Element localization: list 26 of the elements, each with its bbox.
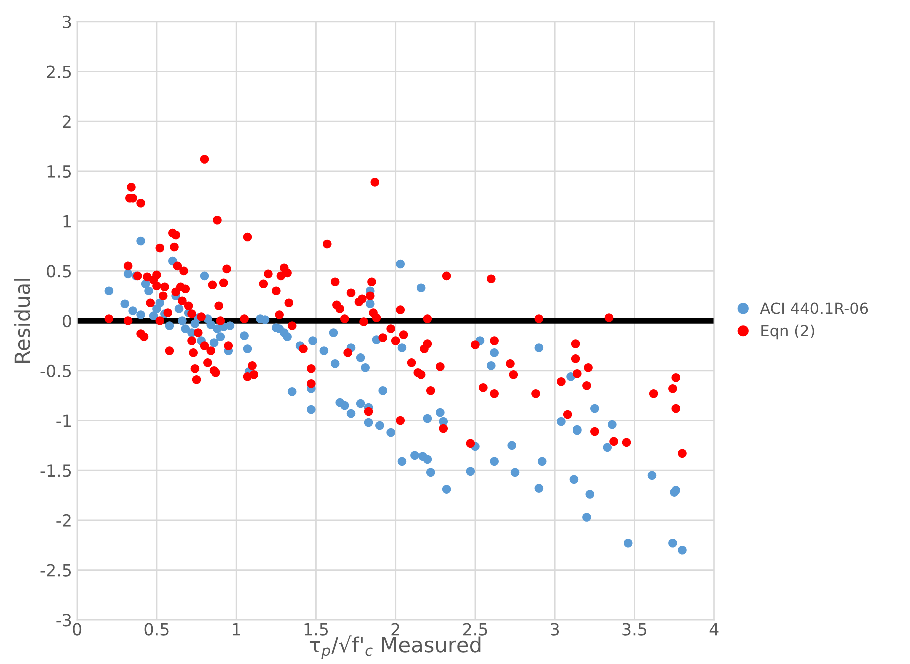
y-tick-label: 2.5 [47,66,72,78]
x-axis-title: τ$_{p}$/√f'$_{c}$ Measured [310,636,481,659]
x-tick-label: 4 [710,623,719,636]
y-axis-title: Residual [14,279,30,363]
x-tick-label: 2.5 [463,623,488,636]
y-tick-label: 0 [62,315,72,328]
y-tick-label: 1 [64,216,71,228]
y-tick-label: 2 [63,116,71,128]
x-tick-label: 2 [392,623,400,636]
y-tick-label: -1 [56,414,71,428]
x-tick-label: 0 [73,623,82,636]
x-tick-label: 0.5 [144,623,169,636]
y-tick-label: -0.5 [40,364,72,378]
y-tick-label: -3 [56,614,72,627]
legend-label: ACI 440.1R-06 [760,302,868,314]
y-tick-label: 0.5 [47,265,72,278]
y-tick-label: -1.5 [40,464,72,478]
x-tick-label: 3.5 [622,623,647,636]
legend-label: Eqn (2) [762,324,814,340]
x-tick-label: 1.5 [304,623,328,636]
y-tick-label: 3 [63,16,72,28]
y-tick-label: -2.5 [40,564,72,577]
y-tick-label: 1.5 [48,166,72,178]
x-tick-label: 1 [233,623,240,636]
x-tick-label: 3 [551,623,560,636]
y-tick-label: -2 [56,514,71,527]
